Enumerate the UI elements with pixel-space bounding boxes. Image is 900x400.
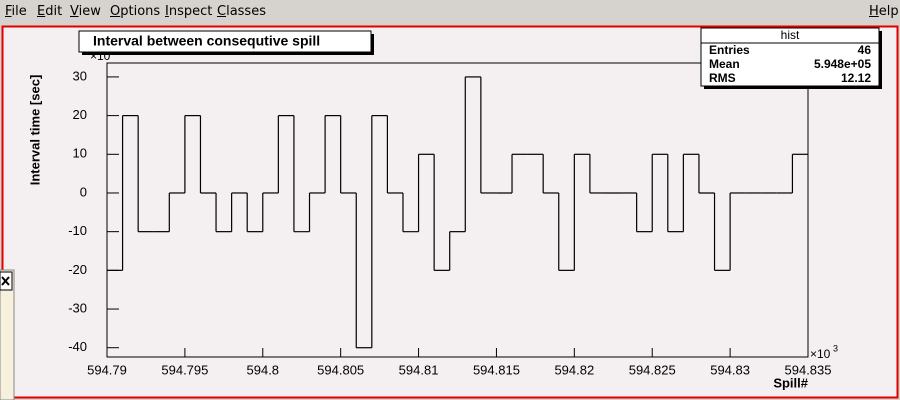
y-tick-label: 30 xyxy=(73,68,87,83)
x-tick-label: 594.82 xyxy=(554,362,594,377)
x-tick-label: 594.825 xyxy=(629,362,676,377)
y-tick-label: -10 xyxy=(68,223,87,238)
menu-item[interactable]: Edit xyxy=(37,4,63,19)
y-tick-label: -20 xyxy=(68,262,87,277)
close-icon xyxy=(1,276,10,286)
stats-value: 5.948e+05 xyxy=(814,57,871,71)
stats-value: 12.12 xyxy=(841,71,871,85)
y-tick-label: 10 xyxy=(73,146,87,161)
x-axis-title: Spill# xyxy=(773,375,808,390)
side-window xyxy=(0,269,15,400)
x-multiplier-exp: 3 xyxy=(833,343,838,353)
x-multiplier: ×10 xyxy=(810,347,831,361)
y-axis-title: Interval time [sec] xyxy=(27,75,42,186)
chart-title: Interval between consequtive spill xyxy=(93,33,320,49)
stats-label: Mean xyxy=(709,57,740,71)
frame xyxy=(106,62,809,358)
title-box xyxy=(78,30,372,53)
menu-item[interactable]: Help xyxy=(869,4,899,19)
x-tick-label: 594.83 xyxy=(710,362,750,377)
y-tick-label: 20 xyxy=(73,107,87,122)
x-tick-label: 594.805 xyxy=(317,362,364,377)
menu-item[interactable]: Classes xyxy=(217,4,266,19)
menu-bar: File Edit View Options Inspect Classes H… xyxy=(0,0,900,24)
x-tick-label: 594.8 xyxy=(247,362,280,377)
stats-value: 46 xyxy=(858,43,872,57)
y-tick-label: 0 xyxy=(80,184,87,199)
y-tick-label: -30 xyxy=(68,300,87,315)
x-tick-label: 594.81 xyxy=(399,362,439,377)
stats-label: RMS xyxy=(709,71,736,85)
x-tick-label: 594.835 xyxy=(785,362,832,377)
x-tick-label: 594.79 xyxy=(87,362,127,377)
y-tick-label: -40 xyxy=(68,339,87,354)
y-multiplier: ×10 xyxy=(90,49,111,63)
menu-item[interactable]: View xyxy=(70,4,101,19)
menu-item[interactable]: Inspect xyxy=(165,4,213,19)
stats-label: Entries xyxy=(709,43,750,57)
x-tick-label: 594.815 xyxy=(473,362,520,377)
x-tick-label: 594.795 xyxy=(161,362,208,377)
canvas: Interval between consequtive spill hist … xyxy=(0,24,900,400)
menu-item[interactable]: File xyxy=(5,4,27,19)
menu-item[interactable]: Options xyxy=(110,4,161,19)
stats-title: hist xyxy=(781,28,800,42)
stats-box xyxy=(700,27,880,87)
